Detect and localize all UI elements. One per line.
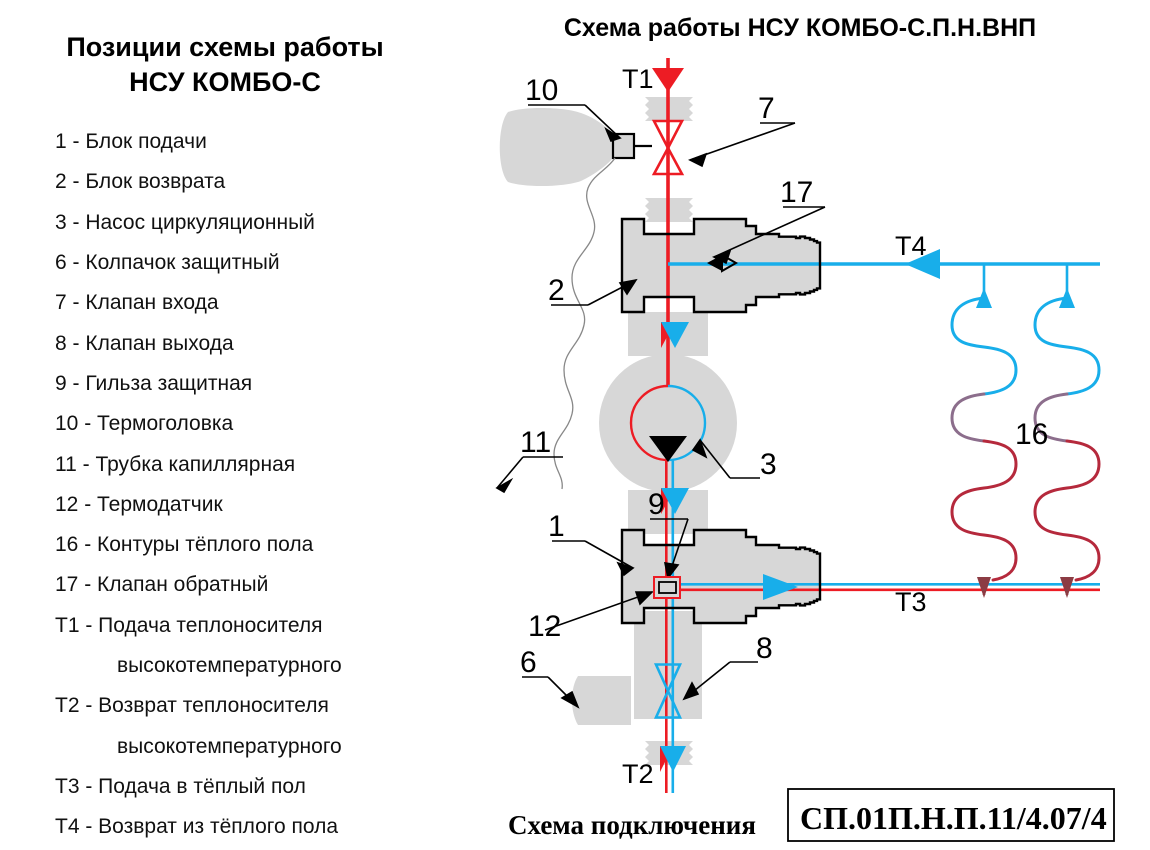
svg-text:T4: T4 (895, 231, 927, 261)
svg-text:1: 1 (548, 510, 565, 543)
svg-text:11: 11 (520, 426, 551, 459)
svg-text:16: 16 (1015, 418, 1048, 451)
svg-text:2: 2 (548, 274, 565, 307)
svg-text:T2: T2 (622, 759, 654, 789)
svg-text:7: 7 (758, 92, 775, 125)
svg-text:T3: T3 (895, 587, 927, 617)
svg-text:8: 8 (756, 632, 773, 665)
svg-text:СП.01П.Н.П.11/4.07/4: СП.01П.Н.П.11/4.07/4 (800, 800, 1107, 836)
svg-text:9: 9 (648, 488, 665, 521)
svg-text:17: 17 (780, 176, 813, 209)
svg-text:Схема подключения: Схема подключения (508, 810, 756, 840)
svg-text:3: 3 (760, 448, 777, 481)
svg-text:6: 6 (520, 646, 537, 679)
svg-text:T1: T1 (622, 64, 654, 94)
svg-text:10: 10 (525, 74, 558, 107)
